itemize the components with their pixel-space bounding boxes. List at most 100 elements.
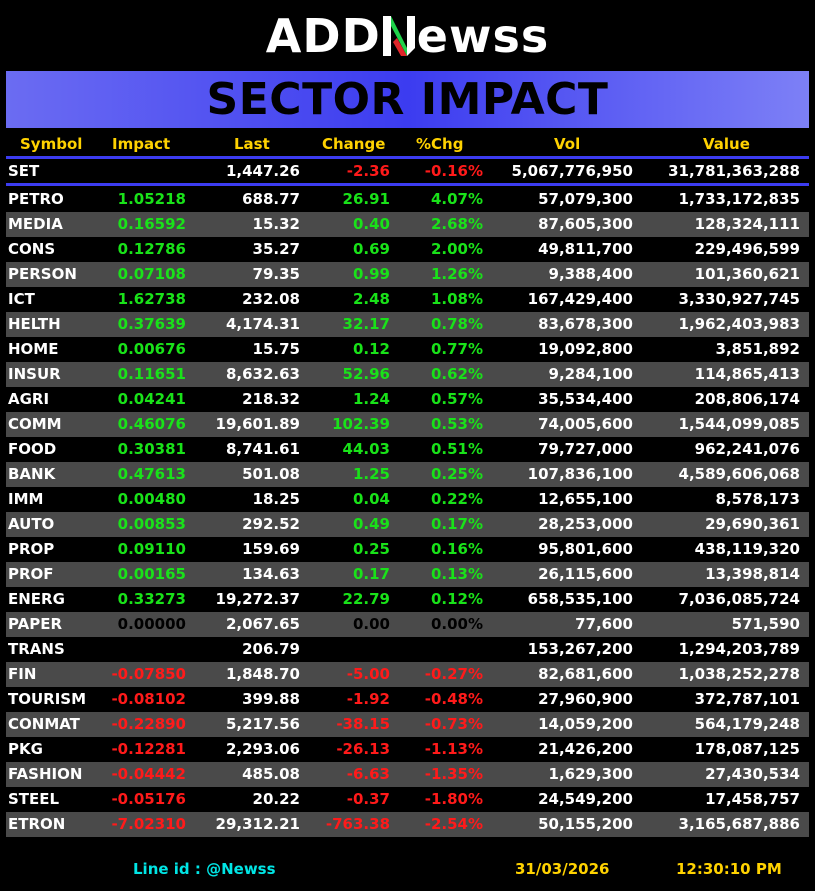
sector-table-body: PETRO 1.05218 688.77 26.91 4.07% 57,079,300 1,… [6,187,809,837]
column-header-last: Last [234,135,270,153]
row-change: -5.00 [346,665,390,683]
row-symbol: AUTO [8,515,55,533]
row-change: 0.25 [352,540,390,558]
column-header-pct-change: %Chg [416,135,464,153]
row-impact: 0.00480 [117,490,186,508]
row-last: 20.22 [252,790,300,808]
row-impact: 0.33273 [117,590,186,608]
row-last: 232.08 [242,290,300,308]
row-last: 159.69 [242,540,300,558]
row-pct-change: -1.80% [424,790,483,808]
row-symbol: PROP [8,540,55,558]
row-impact: -0.08102 [111,690,186,708]
table-row: AUTO 0.00853 292.52 0.49 0.17% 28,253,000 29,6… [6,512,809,537]
column-header-value: Value [703,135,750,153]
row-last: 15.32 [252,215,300,233]
row-symbol: PAPER [8,615,63,633]
row-impact: 0.46076 [117,415,186,433]
row-last: 8,741.61 [225,440,300,458]
row-change: -6.63 [346,765,390,783]
row-volume: 83,678,300 [538,315,633,333]
row-last: 292.52 [242,515,300,533]
row-change: 44.03 [342,440,390,458]
column-header-volume: Vol [554,135,581,153]
set-impact [106,159,186,184]
row-impact: -0.07850 [111,665,186,683]
row-symbol: ETRON [8,815,66,833]
row-last: 485.08 [242,765,300,783]
row-symbol: PETRO [8,190,64,208]
row-symbol: HELTH [8,315,61,333]
table-row: COMM 0.46076 19,601.89 102.39 0.53% 74,005,60… [6,412,809,437]
row-impact: 0.12786 [117,240,186,258]
row-pct-change: 0.22% [430,490,483,508]
row-symbol: ICT [8,290,35,308]
column-header-impact: Impact [112,135,171,153]
set-volume: 5,067,776,950 [511,162,633,180]
row-symbol: BANK [8,465,56,483]
row-symbol: PERSON [8,265,77,283]
row-symbol: AGRI [8,390,50,408]
row-pct-change: 0.51% [430,440,483,458]
footer-date: 31/03/2026 [515,860,610,878]
row-value: 13,398,814 [705,565,800,583]
row-change: -26.13 [336,740,390,758]
row-value: 29,690,361 [705,515,800,533]
row-volume: 95,801,600 [538,540,633,558]
row-impact: 0.04241 [117,390,186,408]
table-header: Symbol Impact Last Change %Chg Vol Value [6,132,809,156]
row-volume: 14,059,200 [538,715,633,733]
row-symbol: PROF [8,565,54,583]
row-last: 1,848.70 [225,665,300,683]
row-pct-change [390,637,483,662]
row-value: 372,787,101 [694,690,800,708]
row-impact: -0.04442 [111,765,186,783]
table-row: FASHION -0.04442 485.08 -6.63 -1.35% 1,629,30… [6,762,809,787]
row-value: 4,589,606,068 [678,465,800,483]
table-row: FIN -0.07850 1,848.70 -5.00 -0.27% 82,681,600… [6,662,809,687]
row-last: 15.75 [252,340,300,358]
row-impact: 0.07108 [117,265,186,283]
row-volume: 79,727,000 [538,440,633,458]
row-volume: 35,534,400 [538,390,633,408]
row-volume: 28,253,000 [538,515,633,533]
row-last: 134.63 [242,565,300,583]
table-row: PROP 0.09110 159.69 0.25 0.16% 95,801,600 438,… [6,537,809,562]
line-id-label: Line id : @Newss [133,860,276,878]
table-row: PROF 0.00165 134.63 0.17 0.13% 26,115,600 13,3… [6,562,809,587]
row-change: 32.17 [342,315,390,333]
row-symbol: FIN [8,665,37,683]
row-volume: 19,092,800 [538,340,633,358]
row-value: 564,179,248 [694,715,800,733]
row-symbol: IMM [8,490,44,508]
row-last: 5,217.56 [225,715,300,733]
column-header-symbol: Symbol [20,135,83,153]
table-row: HELTH 0.37639 4,174.31 32.17 0.78% 83,678,300… [6,312,809,337]
row-volume: 9,284,100 [548,365,633,383]
row-value: 7,036,085,724 [678,590,800,608]
set-pct-change: -0.16% [424,162,483,180]
row-last: 2,067.65 [225,615,300,633]
table-row: CONMAT -0.22890 5,217.56 -38.15 -0.73% 14,059… [6,712,809,737]
row-value: 229,496,599 [694,240,800,258]
row-change: 0.04 [352,490,390,508]
set-last: 1,447.26 [225,162,300,180]
row-value: 8,578,173 [715,490,800,508]
row-last: 399.88 [242,690,300,708]
row-pct-change: 2.68% [430,215,483,233]
row-symbol: COMM [8,415,62,433]
row-symbol: CONS [8,240,56,258]
row-impact: 1.62738 [117,290,186,308]
row-last: 501.08 [242,465,300,483]
row-volume: 49,811,700 [538,240,633,258]
row-volume: 77,600 [575,615,633,633]
row-volume: 74,005,600 [538,415,633,433]
row-symbol: PKG [8,740,43,758]
table-row: ENERG 0.33273 19,272.37 22.79 0.12% 658,535,1… [6,587,809,612]
row-change: 52.96 [342,365,390,383]
row-change: -1.92 [346,690,390,708]
row-volume: 57,079,300 [538,190,633,208]
row-change: 0.49 [352,515,390,533]
row-change: -0.37 [346,790,390,808]
row-volume: 50,155,200 [538,815,633,833]
